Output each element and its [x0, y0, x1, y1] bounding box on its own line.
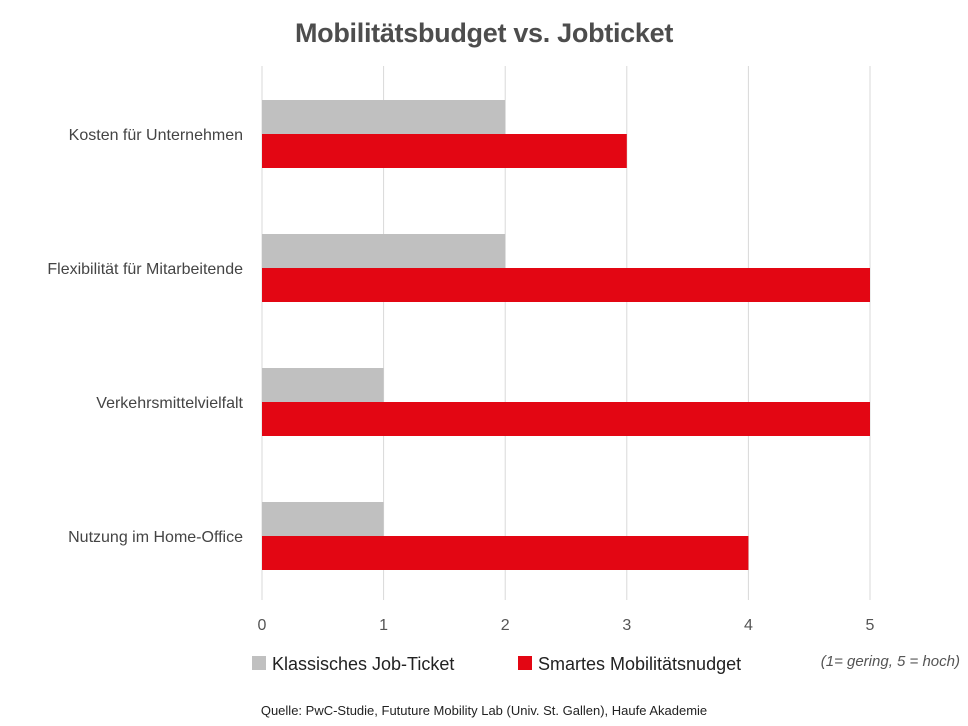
bar-smart-mobility-budget — [262, 402, 870, 436]
x-axis-ticks: 0 1 2 3 4 5 — [258, 617, 875, 634]
legend-label-classic: Klassisches Job-Ticket — [272, 654, 454, 674]
scale-note: (1= gering, 5 = hoch) — [821, 653, 960, 670]
category-label: Flexibilität für Mitarbeitende — [47, 261, 243, 278]
bar-classic-job-ticket — [262, 100, 506, 134]
bar-classic-job-ticket — [262, 368, 384, 402]
category-label: Kosten für Unternehmen — [69, 127, 243, 144]
bar-classic-job-ticket — [262, 234, 506, 268]
x-tick-label: 0 — [258, 617, 267, 634]
x-tick-label: 1 — [379, 617, 388, 634]
x-tick-label: 5 — [866, 617, 875, 634]
x-tick-label: 2 — [501, 617, 510, 634]
bar-smart-mobility-budget — [262, 536, 749, 570]
legend-swatch-smart — [518, 656, 532, 670]
x-tick-label: 3 — [622, 617, 631, 634]
x-tick-label: 4 — [744, 617, 753, 634]
bar-classic-job-ticket — [262, 502, 384, 536]
category-label: Nutzung im Home-Office — [68, 529, 243, 546]
legend: Klassisches Job-Ticket Smartes Mobilität… — [252, 654, 741, 674]
bar-smart-mobility-budget — [262, 268, 870, 302]
bars — [262, 100, 870, 570]
bar-smart-mobility-budget — [262, 134, 627, 168]
category-label: Verkehrsmittelvielfalt — [96, 395, 243, 412]
legend-label-smart: Smartes Mobilitätsnudget — [538, 654, 741, 674]
source-note: Quelle: PwC-Studie, Fututure Mobility La… — [260, 703, 708, 718]
category-labels: Kosten für Unternehmen Flexibilität für M… — [47, 127, 243, 546]
chart-title: Mobilitätsbudget vs. Jobticket — [294, 18, 674, 48]
legend-swatch-classic — [252, 656, 266, 670]
